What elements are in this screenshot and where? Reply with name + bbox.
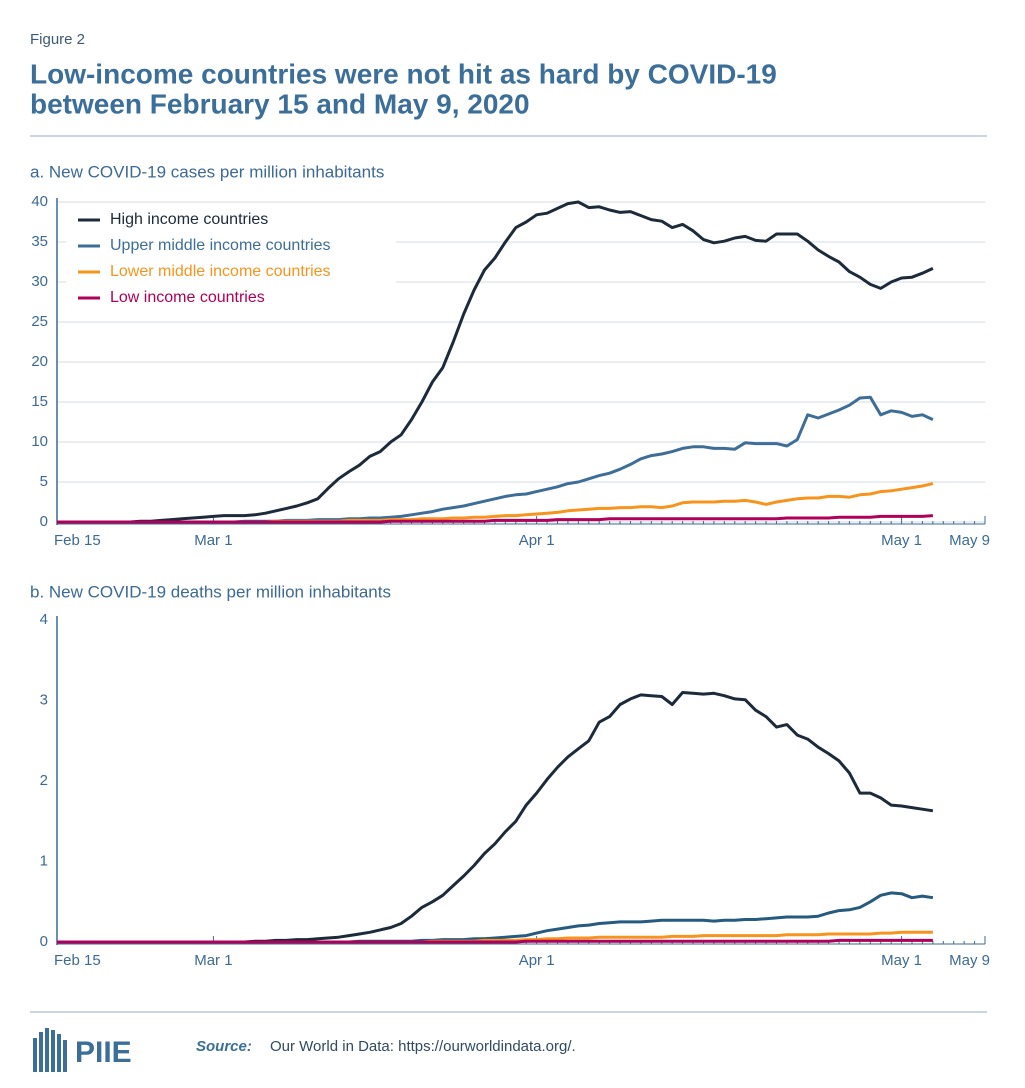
legend-label: Lower middle income countries (110, 263, 331, 280)
x-tick-label: May 9 (949, 532, 990, 549)
source-label: Source: (196, 1038, 252, 1055)
y-tick-label: 15 (31, 393, 48, 410)
series-line (57, 482, 934, 524)
x-tick-label: Feb 15 (54, 532, 101, 549)
series-line (57, 200, 934, 524)
legend-box (66, 205, 396, 311)
logo-text: PIIE (75, 1036, 132, 1069)
figure-label: Figure 2 (30, 31, 85, 48)
panel-title: b. New COVID-19 deaths per million inhab… (30, 582, 391, 601)
y-tick-label: 10 (31, 433, 48, 450)
legend-label: High income countries (110, 211, 268, 228)
source-text: Our World in Data: https://ourworldindat… (270, 1038, 576, 1055)
legend-label: Low income countries (110, 289, 265, 306)
series-line (57, 691, 934, 944)
y-tick-label: 0 (40, 933, 48, 950)
x-tick-label: Apr 1 (519, 532, 555, 549)
panel-title: a. New COVID-19 cases per million inhabi… (30, 162, 384, 181)
y-tick-label: 20 (31, 353, 48, 370)
series-line (57, 938, 933, 944)
y-tick-label: 30 (31, 273, 48, 290)
y-tick-label: 5 (40, 473, 48, 490)
x-tick-label: May 9 (949, 952, 990, 969)
y-tick-label: 0 (40, 513, 48, 530)
y-tick-label: 2 (40, 772, 48, 789)
y-tick-label: 35 (31, 233, 48, 250)
y-tick-label: 1 (40, 852, 48, 869)
x-tick-label: May 1 (881, 532, 922, 549)
series-line (57, 514, 934, 524)
x-tick-label: Apr 1 (519, 952, 555, 969)
y-tick-label: 4 (40, 611, 48, 628)
x-tick-label: May 1 (881, 952, 922, 969)
y-tick-label: 25 (31, 313, 48, 330)
legend-label: Upper middle income countries (110, 237, 331, 254)
x-tick-label: Mar 1 (194, 952, 232, 969)
y-tick-label: 40 (31, 193, 48, 210)
x-tick-label: Mar 1 (194, 532, 232, 549)
x-tick-label: Feb 15 (54, 952, 101, 969)
logo-icon (33, 1028, 67, 1072)
series-line (57, 395, 934, 524)
title-line: between February 15 and May 9, 2020 (30, 88, 530, 119)
title-line: Low-income countries were not hit as har… (30, 58, 777, 89)
y-tick-label: 3 (40, 691, 48, 708)
